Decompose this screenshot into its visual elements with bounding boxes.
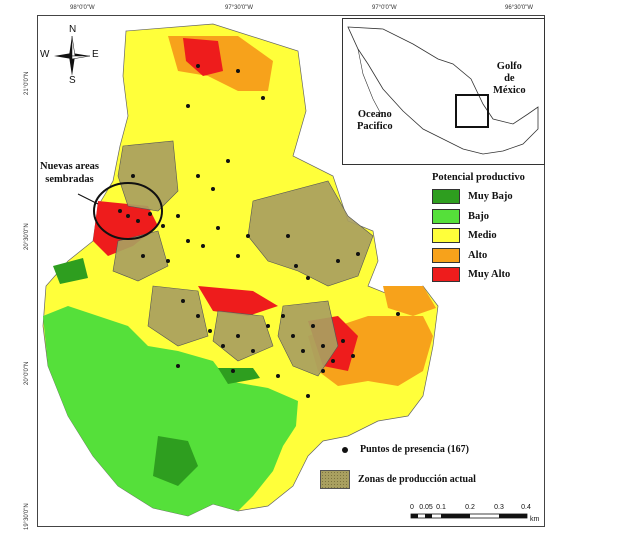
compass-rose: N S E W	[40, 24, 100, 86]
region-muy-bajo	[218, 368, 260, 384]
production-zone	[247, 180, 374, 287]
scale-label: 0.4	[521, 504, 531, 511]
region-muy-alto	[183, 38, 223, 76]
region-alto	[383, 286, 436, 316]
scale-bar: 0 0.05 0.1 0.2 0.3 0.4 km	[408, 504, 540, 526]
legend-item-muy-alto: Muy Alto	[432, 265, 540, 285]
new-areas-annotation: Nuevas areas sembradas	[40, 160, 99, 186]
scale-bar-graphic	[410, 513, 528, 519]
zones-swatch	[320, 470, 350, 489]
lat-tick: 20°0'0"N	[24, 361, 30, 385]
new-areas-pointer	[77, 193, 99, 205]
presence-label: Puntos de presencia (167)	[360, 444, 469, 455]
pacific-ocean-label: Oceano Pacifico	[357, 109, 393, 132]
lat-tick: 20°30'0"N	[24, 223, 30, 250]
scale-label: 0.2	[465, 504, 475, 511]
legend-label: Muy Alto	[468, 269, 511, 281]
legend-item-medio: Medio	[432, 226, 540, 246]
legend-label: Medio	[468, 230, 497, 242]
scale-label: 0.1	[436, 504, 446, 511]
zones-label: Zonas de producción actual	[358, 474, 476, 485]
new-areas-line1: Nuevas areas	[40, 161, 100, 172]
gulf-label: Golfo de México	[493, 61, 526, 96]
inset-map: Oceano Pacifico Golfo de México	[342, 18, 545, 165]
lon-tick: 96°30'0"W	[505, 5, 534, 11]
region-bajo	[43, 306, 298, 516]
scale-label: 0.05	[419, 504, 433, 511]
mexico-outline	[347, 26, 539, 155]
production-zone	[277, 300, 339, 377]
potential-map	[42, 23, 439, 517]
production-zone	[117, 140, 179, 212]
presence-legend: Puntos de presencia (167)	[342, 444, 469, 455]
legend: Potencial productivo Muy Bajo Bajo Medio…	[432, 172, 540, 285]
compass-north: N	[69, 24, 77, 35]
presence-points	[118, 64, 400, 398]
legend-label: Muy Bajo	[468, 191, 513, 203]
legend-title: Potencial productivo	[432, 172, 525, 183]
legend-item-alto: Alto	[432, 246, 540, 266]
scale-label: 0.3	[494, 504, 504, 511]
region-muy-bajo	[53, 258, 88, 284]
compass-east: E	[92, 49, 99, 60]
compass-west: W	[40, 49, 50, 60]
legend-label: Alto	[468, 249, 488, 261]
production-zone	[112, 230, 169, 282]
presence-dot-icon	[342, 446, 348, 453]
legend-label: Bajo	[468, 210, 489, 222]
region-muy-bajo	[153, 436, 198, 486]
production-zone	[147, 285, 209, 347]
new-areas-line2: sembradas	[45, 174, 94, 185]
legend-swatch	[432, 228, 460, 244]
region-muy-alto	[198, 286, 278, 316]
compass-south: S	[69, 75, 76, 86]
legend-swatch	[432, 247, 460, 263]
legend-swatch	[432, 208, 460, 224]
legend-swatch	[432, 189, 460, 205]
region-muy-alto	[93, 201, 158, 256]
new-areas-circle	[93, 182, 163, 240]
lon-tick: 98°0'0"W	[70, 5, 95, 11]
lon-tick: 97°0'0"W	[372, 5, 397, 11]
legend-item-bajo: Bajo	[432, 207, 540, 227]
zones-legend: Zonas de producción actual	[320, 470, 476, 489]
study-area-box	[455, 94, 489, 128]
scale-unit: km	[530, 516, 540, 523]
scale-label: 0	[410, 504, 414, 511]
lat-tick: 21°0'0"N	[24, 71, 30, 95]
lon-tick: 97°30'0"W	[225, 5, 254, 11]
legend-item-muy-bajo: Muy Bajo	[432, 187, 540, 207]
production-zone	[212, 310, 274, 362]
legend-swatch	[432, 267, 460, 283]
lat-tick: 19°30'0"N	[24, 503, 30, 530]
